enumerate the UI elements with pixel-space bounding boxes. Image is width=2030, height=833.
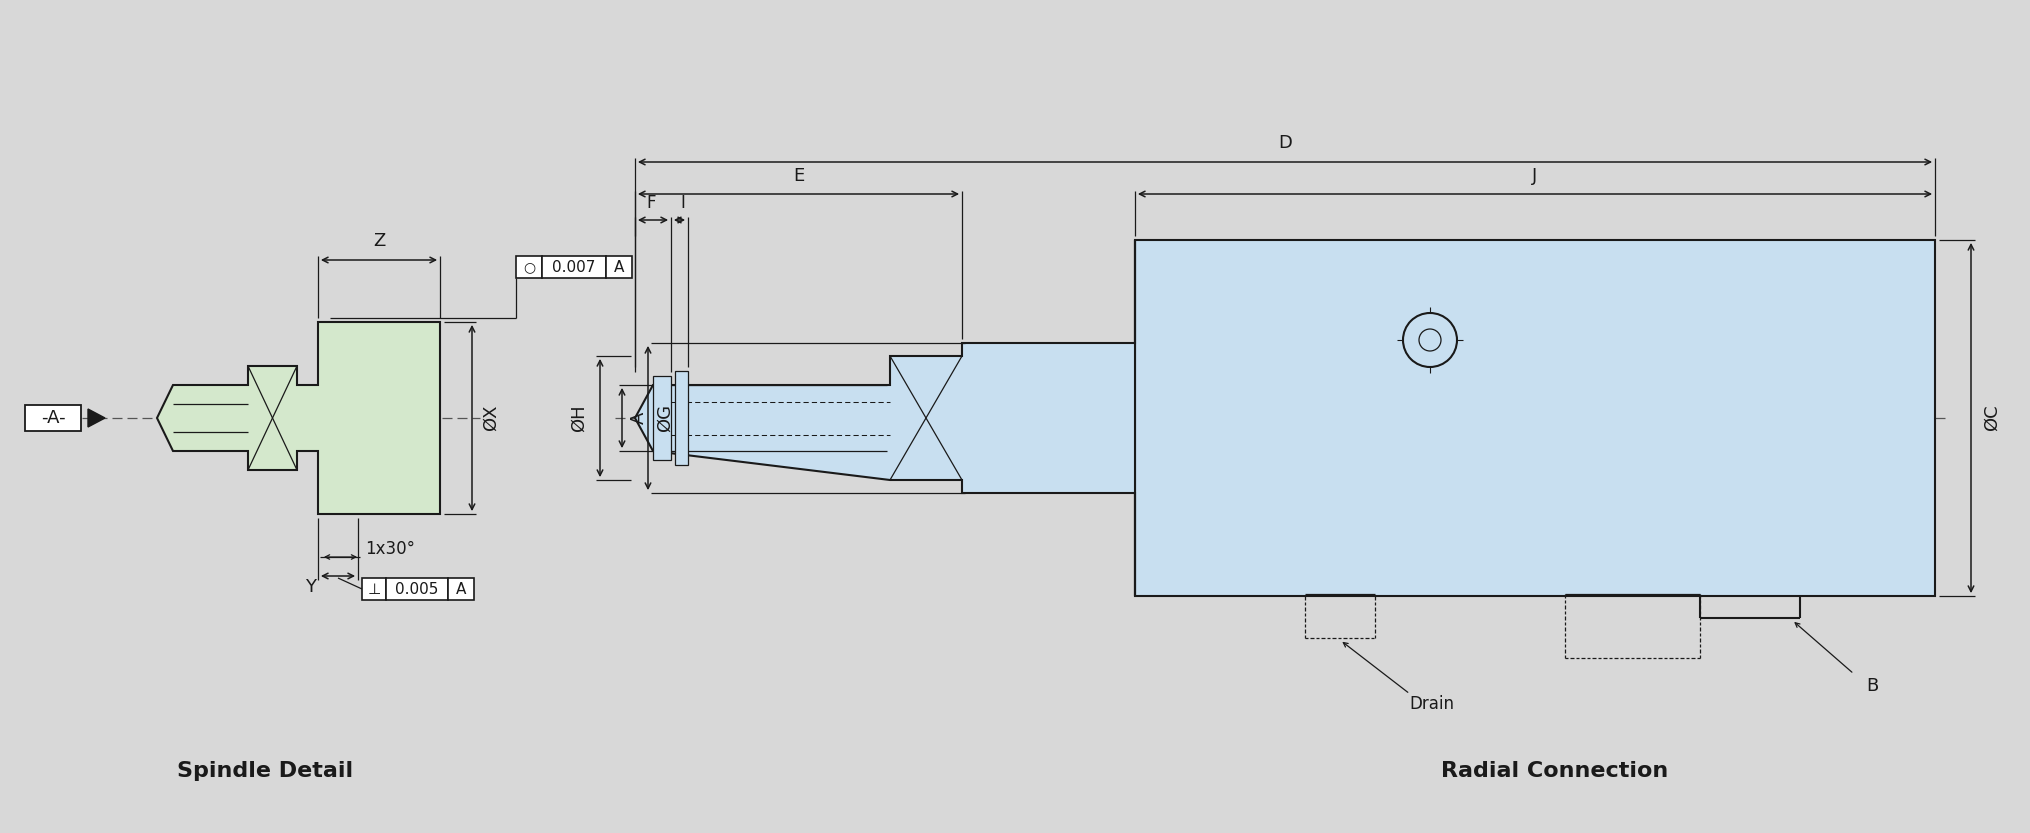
Text: Spindle Detail: Spindle Detail [177, 761, 353, 781]
Text: D: D [1279, 134, 1291, 152]
Text: B: B [1866, 677, 1878, 695]
Text: I: I [680, 194, 684, 212]
Bar [654, 376, 672, 460]
Bar [676, 371, 688, 465]
Text: A: A [629, 412, 648, 424]
Text: Drain: Drain [1409, 695, 1456, 713]
Bar [386, 578, 449, 600]
Text: ØG: ØG [656, 404, 674, 432]
Bar [607, 256, 631, 278]
Text: Radial Connection: Radial Connection [1441, 761, 1669, 781]
Polygon shape [635, 240, 1135, 596]
Bar [449, 578, 473, 600]
Text: A: A [457, 581, 467, 596]
Bar [1135, 240, 1935, 596]
Polygon shape [87, 409, 106, 427]
Text: J: J [1533, 167, 1537, 185]
Bar [516, 256, 542, 278]
Text: 1x30°: 1x30° [365, 540, 414, 558]
Text: F: F [646, 194, 656, 212]
Circle shape [1403, 313, 1458, 367]
Text: ØH: ØH [570, 404, 589, 431]
Text: ØX: ØX [481, 405, 499, 431]
Bar [24, 405, 81, 431]
Text: Z: Z [374, 232, 386, 250]
Text: 0.005: 0.005 [396, 581, 438, 596]
Text: ØC: ØC [1983, 405, 2002, 431]
Text: -A-: -A- [41, 409, 65, 427]
Polygon shape [156, 322, 441, 514]
Text: ⊥: ⊥ [367, 581, 380, 596]
Text: 0.007: 0.007 [552, 260, 595, 275]
Bar [361, 578, 386, 600]
Text: Y: Y [304, 578, 317, 596]
Text: A: A [613, 260, 623, 275]
Bar [542, 256, 607, 278]
Text: ○: ○ [524, 260, 536, 274]
Text: E: E [794, 167, 804, 185]
